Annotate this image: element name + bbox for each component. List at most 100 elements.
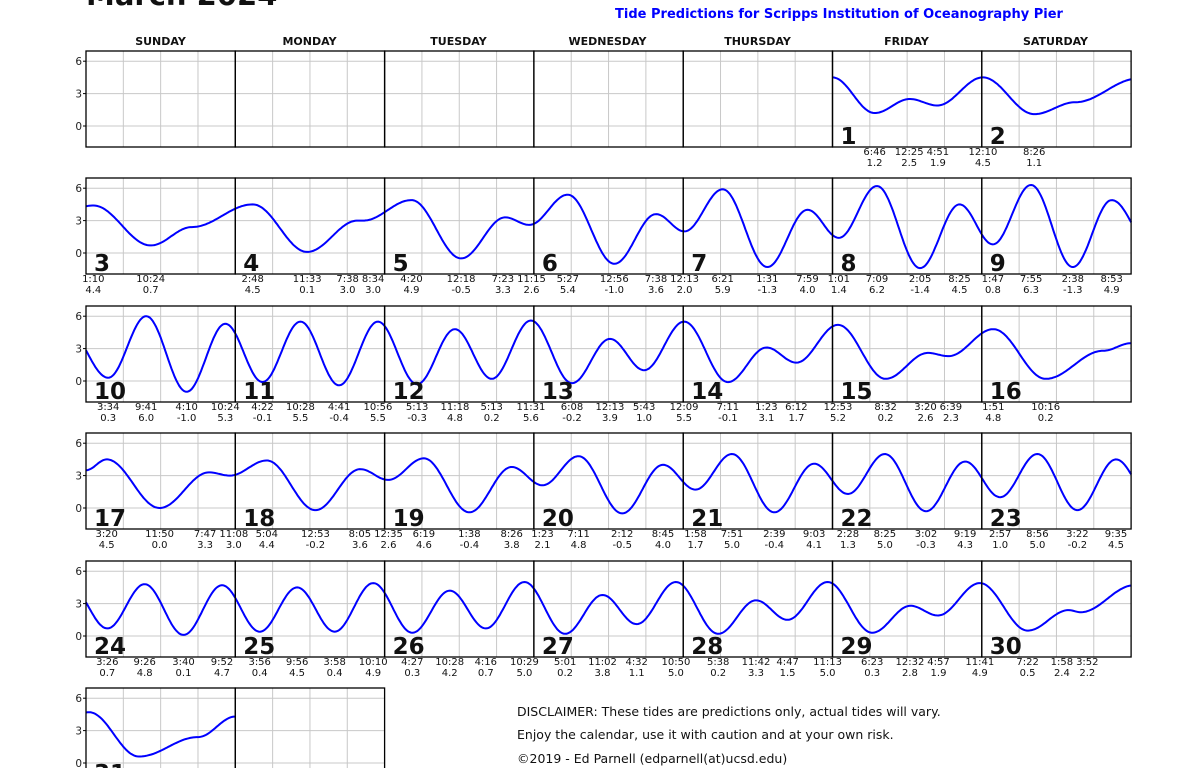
- tide-height-label: 0.3: [100, 413, 116, 424]
- y-tick-label: 6: [75, 438, 82, 450]
- tide-time-label: 11:31: [516, 402, 545, 413]
- tide-height-label: 3.8: [504, 540, 520, 551]
- tide-height-label: 0.7: [99, 668, 115, 679]
- tide-time-label: 11:50: [145, 529, 174, 540]
- tide-time-label: 8:32: [874, 402, 896, 413]
- day-cell: [234, 687, 386, 768]
- tide-height-label: -0.3: [407, 413, 427, 424]
- day-number: 17: [94, 506, 126, 532]
- tide-height-label: 3.6: [352, 540, 368, 551]
- day-number: 2: [990, 124, 1006, 150]
- y-tick-label: 6: [75, 311, 82, 323]
- y-tick-label: 3: [75, 89, 82, 101]
- y-tick-label: 3: [75, 471, 82, 483]
- day-number: 24: [94, 634, 126, 660]
- tide-height-label: 3.3: [495, 285, 511, 296]
- tide-time-label: 5:43: [633, 402, 655, 413]
- tide-height-label: 2.0: [677, 285, 693, 296]
- tide-height-label: -0.3: [916, 540, 936, 551]
- tide-time-label: 4:16: [475, 657, 497, 668]
- tide-time-label: 3:56: [248, 657, 270, 668]
- tide-height-label: 5.2: [830, 413, 846, 424]
- tide-time-label: 4:57: [927, 657, 949, 668]
- tide-time-label: 4:32: [625, 657, 647, 668]
- tide-time-label: 10:24: [136, 274, 165, 285]
- tide-height-label: 4.9: [404, 285, 420, 296]
- tide-time-label: 7:23: [492, 274, 514, 285]
- tide-height-label: 6.3: [1023, 285, 1039, 296]
- tide-height-label: 3.0: [226, 540, 242, 551]
- tide-time-label: 1:31: [756, 274, 778, 285]
- tide-time-label: 11:08: [219, 529, 248, 540]
- tide-time-label: 6:39: [940, 402, 962, 413]
- tide-time-label: 12:56: [600, 274, 629, 285]
- tide-time-label: 11:02: [588, 657, 617, 668]
- weekday-header-tuesday: TUESDAY: [430, 35, 487, 48]
- tide-time-label: 10:28: [435, 657, 464, 668]
- tide-height-label: -1.3: [758, 285, 778, 296]
- tide-height-label: 1.3: [840, 540, 856, 551]
- tide-height-label: 0.8: [985, 285, 1001, 296]
- day-number: 16: [990, 379, 1022, 405]
- day-number: 19: [393, 506, 425, 532]
- tide-time-label: 3:02: [915, 529, 937, 540]
- tide-time-label: 4:47: [776, 657, 798, 668]
- tide-time-label: 2:28: [837, 529, 859, 540]
- tide-time-label: 3:40: [172, 657, 194, 668]
- tide-time-label: 1:58: [1051, 657, 1073, 668]
- tide-time-label: 2:48: [241, 274, 263, 285]
- tide-height-label: 5.0: [820, 668, 836, 679]
- day-number: 6: [542, 251, 558, 277]
- tide-height-label: 1.0: [636, 413, 652, 424]
- y-tick-label: 0: [75, 248, 82, 260]
- tide-height-label: 4.5: [289, 668, 305, 679]
- day-number: 13: [542, 379, 574, 405]
- day-number: 15: [841, 379, 873, 405]
- weekday-header-monday: MONDAY: [282, 35, 337, 48]
- tide-height-label: 2.6: [381, 540, 397, 551]
- tide-height-label: 2.2: [1079, 668, 1095, 679]
- tide-height-label: 5.6: [523, 413, 539, 424]
- tide-height-label: 1.4: [831, 285, 847, 296]
- day-number: 31: [94, 761, 126, 768]
- tide-height-label: 0.2: [878, 413, 894, 424]
- tide-time-label: 6:08: [561, 402, 583, 413]
- tide-height-label: 4.5: [245, 285, 261, 296]
- tide-time-label: 11:41: [965, 657, 994, 668]
- tide-height-label: 2.1: [535, 540, 551, 551]
- tide-time-label: 3:22: [1066, 529, 1088, 540]
- tide-height-label: -0.2: [1068, 540, 1088, 551]
- y-tick-label: 3: [75, 726, 82, 738]
- tide-height-label: -0.4: [460, 540, 480, 551]
- tide-height-label: -0.1: [253, 413, 273, 424]
- tide-time-label: 1:23: [755, 402, 777, 413]
- tide-height-label: 1.2: [867, 158, 883, 169]
- tide-height-label: 0.2: [1038, 413, 1054, 424]
- tide-height-label: 4.6: [416, 540, 432, 551]
- tide-height-label: 5.4: [560, 285, 576, 296]
- tide-time-label: 7:09: [866, 274, 888, 285]
- tide-height-label: 4.9: [365, 668, 381, 679]
- tide-height-label: 4.9: [972, 668, 988, 679]
- day-number: 9: [990, 251, 1006, 277]
- tide-time-label: 7:55: [1020, 274, 1042, 285]
- tide-height-label: 0.2: [710, 668, 726, 679]
- tide-time-label: 2:57: [989, 529, 1011, 540]
- tide-time-label: 7:47: [194, 529, 216, 540]
- tide-height-label: -0.4: [765, 540, 785, 551]
- y-tick-label: 0: [75, 503, 82, 515]
- y-tick-label: 3: [75, 599, 82, 611]
- day-number: 28: [691, 634, 723, 660]
- day-number: 25: [243, 634, 275, 660]
- weekday-header-wednesday: WEDNESDAY: [568, 35, 647, 48]
- tide-time-label: 10:50: [661, 657, 690, 668]
- tide-height-label: 4.3: [957, 540, 973, 551]
- tide-height-label: 2.4: [1054, 668, 1070, 679]
- tide-time-label: 6:21: [711, 274, 733, 285]
- tide-height-label: 4.7: [214, 668, 230, 679]
- tide-time-label: 4:20: [400, 274, 422, 285]
- tide-time-label: 5:27: [557, 274, 579, 285]
- tide-height-label: -0.5: [451, 285, 471, 296]
- tide-height-label: 5.5: [676, 413, 692, 424]
